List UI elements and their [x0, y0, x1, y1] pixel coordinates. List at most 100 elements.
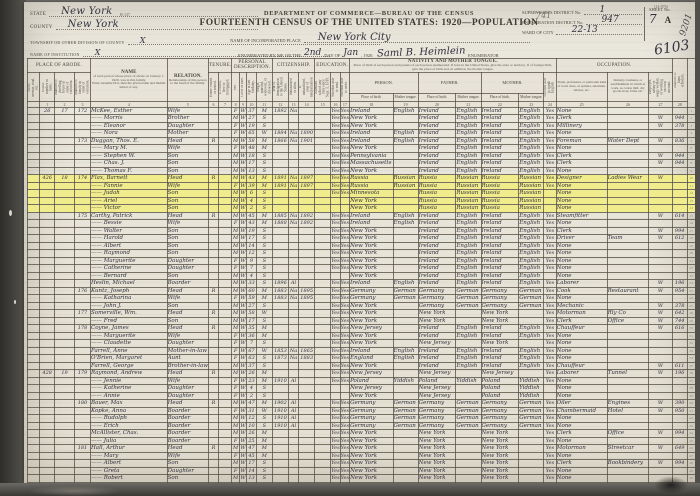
cell-code [671, 346, 688, 356]
cell-occupation: Foreman [555, 136, 608, 146]
cell-father-mother-tongue [455, 339, 482, 348]
cell-street [26, 354, 41, 363]
cell-read: Yes [330, 121, 341, 131]
cell-speak-english: Yes [543, 106, 557, 116]
cell-occupation: None [555, 346, 608, 356]
cell-naturalized [287, 204, 300, 213]
cell-code: 994 [671, 226, 688, 236]
cell-speak-english: Yes [543, 466, 557, 476]
cell-home-owned [208, 339, 219, 348]
cell-employer-class: W [648, 459, 673, 468]
cell-occupation: Clerk [555, 159, 608, 168]
cell-school [314, 166, 332, 176]
county-line: New York [55, 19, 258, 30]
cell-mother-tongue [392, 166, 419, 176]
cell-naturalized: Na [287, 354, 300, 363]
column-sex-header: Sex. [231, 71, 240, 102]
cell-immigration-year: 1910 [271, 376, 289, 386]
cell-home-owned [208, 451, 219, 461]
cell-house-number: 26 [39, 106, 56, 116]
cell-mortgage [217, 421, 233, 431]
cell-name: Heslin, Michael [90, 279, 168, 288]
cell-immigration-year: 1885 [271, 211, 289, 221]
state-label: STATE [30, 12, 47, 17]
cell-school [314, 376, 332, 386]
ward-label: WARD OF CITY [522, 30, 554, 35]
cell-name: —— Morris [90, 114, 168, 123]
cell-relation: Head [166, 136, 210, 146]
cell-speak-english: Yes [543, 144, 557, 153]
cell-age: 45 [246, 451, 257, 461]
cell-speak-english: Yes [543, 294, 557, 303]
cell-speak-english: Yes [543, 241, 557, 251]
cell-sex: F [231, 384, 240, 393]
cell-mortgage [217, 414, 233, 423]
cell-father-mother-tongue [455, 369, 482, 378]
cell-mother-mother-tongue [518, 451, 545, 461]
cell-home-owned [208, 181, 219, 191]
cell-immigration-year [271, 391, 289, 401]
cell-mother-mother-tongue [518, 309, 545, 318]
incorporated-place-value: New York City [317, 32, 391, 43]
cell-street [26, 271, 41, 281]
cell-mother-place-of-birth: Ireland [480, 346, 520, 356]
cell-father-mother-tongue: English [455, 234, 482, 243]
cell-read [330, 204, 341, 213]
cell-family-number [73, 474, 92, 483]
cell-speak-english: Yes [543, 451, 557, 461]
cell-school [314, 174, 332, 183]
cell-school [314, 436, 332, 446]
cell-family-number [73, 316, 92, 326]
cell-speak-english: Yes [543, 324, 557, 333]
cell-mortgage [217, 279, 233, 288]
cell-home-owned: R [208, 136, 219, 146]
cell-naturalization-year: 1895 [298, 294, 316, 303]
cell-read: Yes [330, 361, 341, 371]
cell-father-mother-tongue: English [455, 361, 482, 371]
cell-immigration-year: 1896 [271, 279, 289, 288]
cell-read: Yes [330, 234, 341, 243]
cell-school [314, 144, 332, 153]
cell-industry [606, 376, 650, 386]
cell-marital: S [255, 234, 273, 243]
cell-family-number [73, 354, 92, 363]
cell-school [314, 271, 332, 281]
column-name-header: NAME of each person whose place of abode… [90, 58, 168, 102]
cell-name: Hall, Arthur [90, 444, 168, 453]
father-place-of-birth-label: Place of birth. [417, 92, 457, 102]
cell-occupation: None [555, 466, 608, 476]
cell-family-number [73, 466, 92, 476]
cell-marital: S [255, 189, 273, 198]
cell-school [314, 429, 332, 438]
cell-age: 65 [246, 129, 257, 138]
cell-marital: S [255, 271, 273, 281]
cell-sex: F [231, 391, 240, 401]
cell-house-number [39, 376, 56, 386]
column-number: 19 [392, 100, 419, 108]
cell-mother-tongue [392, 466, 419, 476]
cell-employer-class: W [648, 151, 673, 161]
cell-marital: W [255, 406, 273, 416]
cell-house-number [39, 399, 56, 408]
cell-read: Yes [330, 106, 341, 116]
column-industry-header: Industry, business, or establishment in … [606, 71, 650, 102]
cell-occupation: None [555, 256, 608, 266]
cell-place-of-birth: New York [349, 361, 394, 371]
cell-father-place-of-birth: Germany [417, 414, 457, 423]
cell-mortgage [217, 204, 233, 213]
cell-speak-english [543, 204, 557, 213]
supervisors-district-field: SUPERVISOR'S DISTRICT No. 1 [522, 5, 642, 15]
cell-home-owned: R [208, 324, 219, 333]
cell-relation: Son [166, 189, 210, 198]
cell-sex: M [231, 241, 240, 251]
scan-artifact [654, 476, 688, 494]
color-race-label: Color or race. [241, 76, 245, 97]
enumerated-label-1: ENUMERATED BY ME ON THE [238, 53, 301, 58]
cell-family-number: 174 [73, 174, 92, 183]
cell-name: —— Julia [90, 436, 168, 446]
cell-mortgage [217, 376, 233, 386]
cell-family-number [73, 376, 92, 386]
cell-read: Yes [330, 189, 341, 198]
cell-color: W [238, 159, 248, 168]
